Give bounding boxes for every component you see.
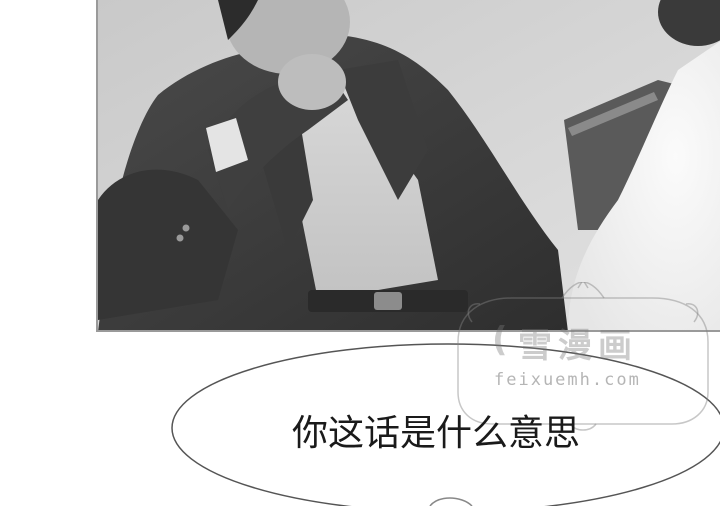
shirt-cuff bbox=[206, 118, 248, 172]
panel-scene bbox=[98, 0, 720, 330]
sketch-mark bbox=[429, 497, 473, 506]
belt-buckle bbox=[374, 292, 402, 310]
hair-right bbox=[658, 0, 720, 46]
comic-panel-photo bbox=[96, 0, 720, 332]
white-clothed-figure bbox=[568, 41, 720, 330]
speech-bubble-outline bbox=[171, 343, 720, 506]
hand-on-face bbox=[278, 54, 346, 110]
shirt bbox=[288, 70, 438, 300]
speech-bubble-text: 你这话是什么意思 bbox=[292, 413, 581, 454]
